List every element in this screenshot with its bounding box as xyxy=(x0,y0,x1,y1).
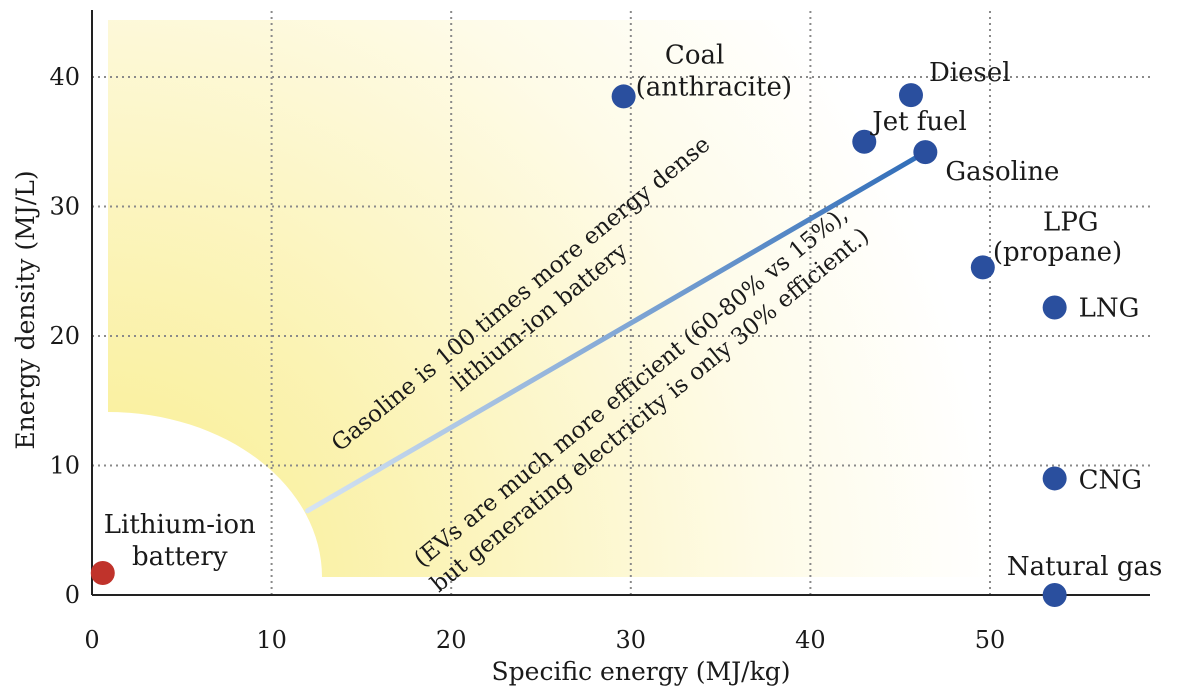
point-label: Natural gas xyxy=(1007,552,1162,582)
x-tick-label: 40 xyxy=(795,626,826,654)
background-gradient-fill xyxy=(108,20,1000,577)
point-label: Coal xyxy=(665,40,724,70)
point-label: Gasoline xyxy=(945,157,1059,187)
background-gradient-area xyxy=(108,20,1000,577)
y-tick-label: 20 xyxy=(49,322,80,350)
data-point xyxy=(1042,295,1067,320)
x-tick-label: 0 xyxy=(84,626,99,654)
trend-line xyxy=(305,149,928,514)
data-point xyxy=(898,83,923,108)
data-point xyxy=(611,84,636,109)
trend-line-group xyxy=(305,149,928,514)
axes xyxy=(91,10,1150,596)
x-tick-label: 20 xyxy=(436,626,467,654)
data-point xyxy=(1042,583,1067,607)
x-tick-label: 30 xyxy=(616,626,647,654)
point-label: CNG xyxy=(1079,465,1142,495)
y-axis-title: Energy density (MJ/L) xyxy=(11,170,40,449)
tick-labels: 0 10 20 30 40 50 0 10 20 30 40 xyxy=(49,63,1005,654)
point-label: LPG xyxy=(1043,207,1099,237)
point-label: Jet fuel xyxy=(869,107,967,137)
point-label: (propane) xyxy=(993,237,1122,267)
point-label: (anthracite) xyxy=(636,72,792,102)
point-label: Lithium-ion xyxy=(104,510,256,540)
y-tick-label: 10 xyxy=(49,452,80,480)
data-point xyxy=(852,129,877,154)
data-point xyxy=(913,140,938,165)
data-point xyxy=(90,560,115,585)
x-tick-label: 50 xyxy=(975,626,1006,654)
grid-lines xyxy=(92,10,1150,595)
data-point xyxy=(1042,466,1067,491)
data-point xyxy=(970,255,995,280)
point-label: Diesel xyxy=(929,58,1011,88)
y-tick-label: 0 xyxy=(65,581,80,609)
point-label: LNG xyxy=(1079,294,1140,324)
y-tick-label: 40 xyxy=(49,63,80,91)
y-tick-label: 30 xyxy=(49,193,80,221)
point-label: battery xyxy=(132,542,228,572)
x-axis-title: Specific energy (MJ/kg) xyxy=(492,657,791,686)
data-points: (anthracite)Coal Diesel Jet fuel Gasoline LP… xyxy=(90,40,1162,607)
x-tick-label: 10 xyxy=(256,626,287,654)
